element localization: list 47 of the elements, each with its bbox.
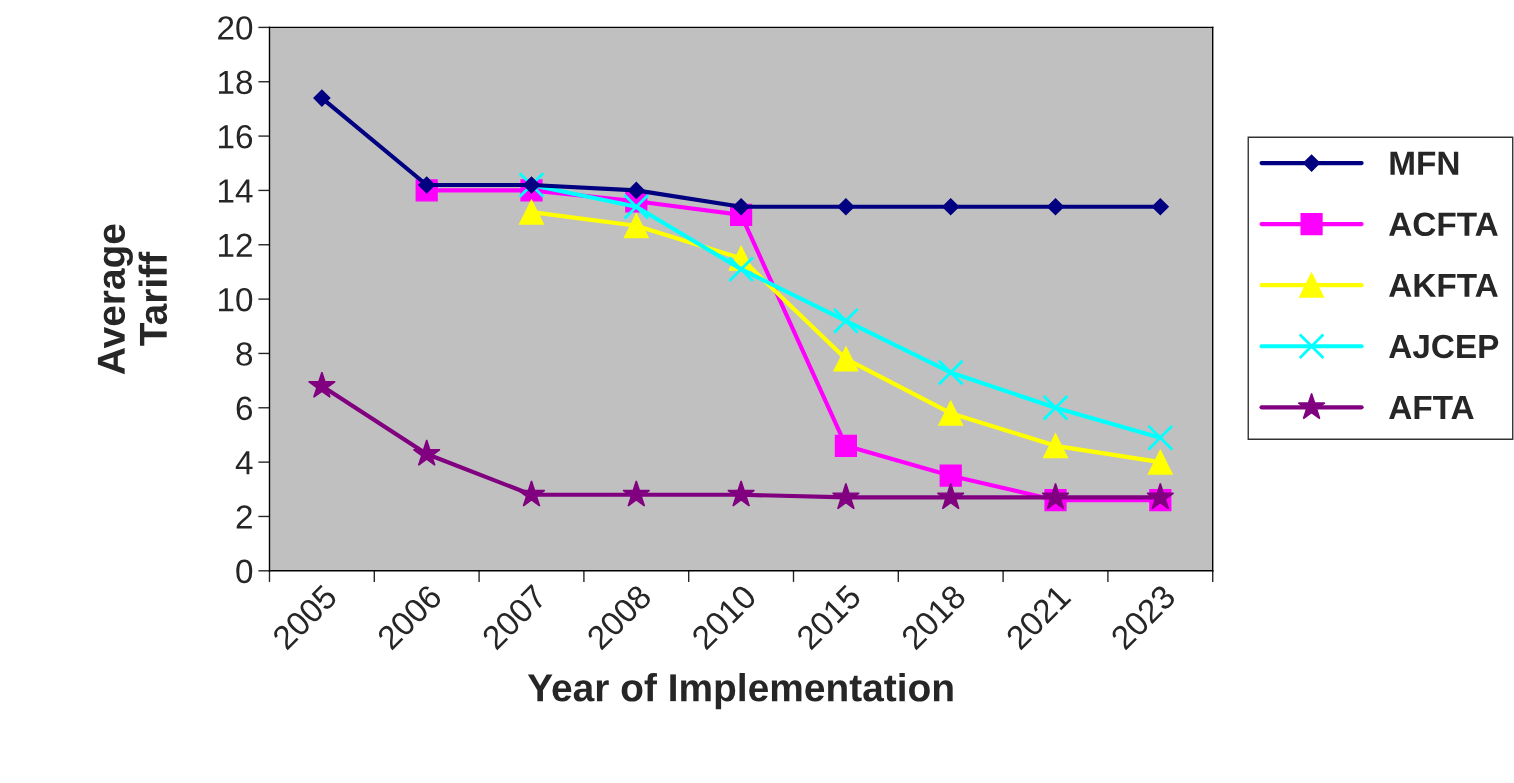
point (727, 480, 756, 507)
point (412, 439, 441, 466)
legend-label: MFN (1390, 151, 1459, 175)
point (939, 464, 962, 487)
point (834, 434, 858, 457)
point (517, 480, 546, 507)
point (832, 482, 860, 510)
y-tick-label: 18 (218, 70, 253, 95)
point (832, 307, 860, 335)
point (623, 193, 650, 220)
y-tick-label: 2 (236, 505, 252, 529)
y-tick-label: 14 (218, 179, 253, 203)
legend-label: AKFTA (1389, 273, 1498, 297)
point (837, 198, 855, 216)
point (1043, 433, 1069, 459)
point (1146, 482, 1175, 510)
point (627, 181, 645, 199)
point (942, 198, 960, 216)
point (833, 346, 859, 372)
point (938, 400, 964, 426)
legend-label: ACFTA (1389, 212, 1498, 237)
y-tick-label: 8 (236, 342, 253, 366)
y-tick-label: 12 (218, 233, 252, 257)
y-axis-title: Average Tariff (97, 224, 168, 375)
point (727, 256, 755, 283)
y-tick-label: 4 (235, 451, 253, 475)
y-tick-label: 0 (236, 559, 253, 584)
point (313, 89, 331, 107)
point (1147, 424, 1174, 451)
point (622, 480, 651, 507)
point (1041, 482, 1070, 510)
point (518, 199, 544, 225)
point (1147, 449, 1173, 475)
point (937, 359, 964, 386)
point (1046, 198, 1065, 216)
y-tick-label: 6 (236, 396, 253, 421)
point (1151, 198, 1169, 216)
point (1042, 394, 1069, 421)
point (623, 213, 649, 239)
point (307, 371, 336, 398)
x-axis-title: Year of Implementation (527, 672, 953, 710)
legend-label: AFTA (1389, 396, 1474, 419)
y-tick-label: 10 (218, 287, 253, 312)
point (936, 482, 965, 510)
y-tick-label: 20 (218, 16, 253, 40)
legend-label: AJCEP (1389, 334, 1499, 359)
y-tick-label: 16 (218, 124, 253, 149)
